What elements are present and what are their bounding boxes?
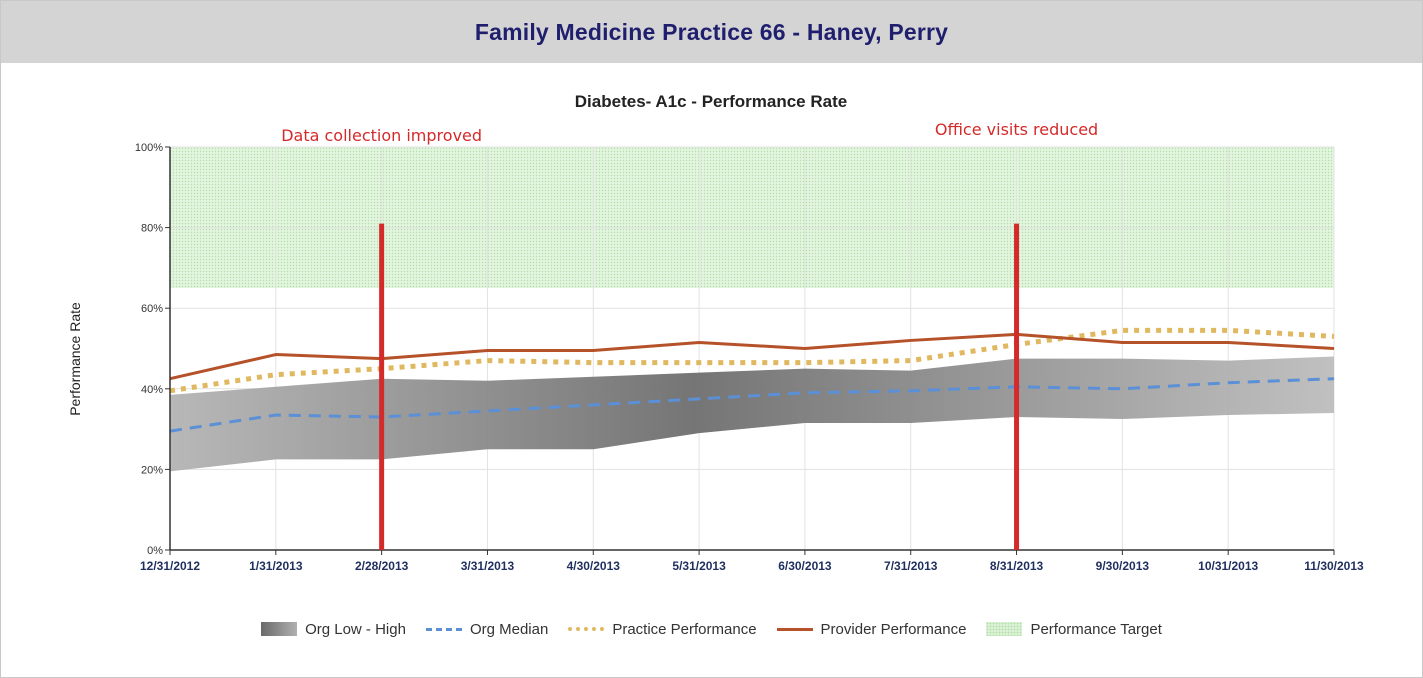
page-title: Family Medicine Practice 66 - Haney, Per… — [474, 18, 949, 45]
report-header: Family Medicine Practice 66 - Haney, Per… — [1, 1, 1422, 63]
legend-item-range: Org Low - High — [261, 621, 406, 638]
x-tick-label: 2/28/2013 — [355, 559, 409, 573]
legend-range-swatch — [261, 622, 298, 636]
org-low-high-band — [170, 356, 1334, 472]
performance-target-area — [170, 147, 1334, 289]
x-tick-label: 12/31/2012 — [140, 559, 200, 573]
y-tick-label: 80% — [141, 223, 163, 235]
x-tick-label: 10/31/2013 — [1198, 559, 1258, 573]
y-tick-label: 60% — [141, 303, 163, 315]
series-line-org-median — [169, 377, 1335, 433]
x-tick-label: 5/31/2013 — [672, 559, 726, 573]
annotation-label: Data collection improved — [281, 126, 482, 145]
x-tick-label: 9/30/2013 — [1096, 559, 1150, 573]
x-tick-label: 4/30/2013 — [567, 559, 621, 573]
legend-provider-swatch — [776, 627, 813, 631]
y-tick-label: 100% — [135, 142, 163, 154]
x-tick-label: 8/31/2013 — [990, 559, 1044, 573]
x-tick-label: 6/30/2013 — [778, 559, 832, 573]
x-tick-label: 7/31/2013 — [884, 559, 938, 573]
annotation-label: Office visits reduced — [935, 120, 1098, 139]
y-tick-label: 40% — [141, 384, 163, 396]
legend-practice-label: Practice Performance — [612, 620, 757, 638]
legend-item-provider: Provider Performance — [776, 620, 967, 638]
legend-median-swatch — [425, 627, 462, 631]
chart-legend: Org Low - High Org Median Practice Perfo… — [1, 615, 1422, 643]
x-tick-label: 1/31/2013 — [249, 559, 303, 573]
legend-item-practice: Practice Performance — [568, 620, 757, 638]
legend-target-swatch — [986, 622, 1023, 636]
y-axis-label: Performance Rate — [67, 302, 83, 416]
legend-item-target: Performance Target — [986, 620, 1162, 638]
performance-chart: Diabetes- A1c - Performance Rate Perform… — [67, 92, 1364, 573]
series-line-provider-performance — [169, 332, 1335, 381]
legend-practice-swatch — [568, 627, 605, 631]
x-tick-label: 11/30/2013 — [1304, 559, 1364, 573]
legend-median-label: Org Median — [469, 620, 549, 638]
y-tick-label: 20% — [141, 464, 163, 476]
legend-target-label: Performance Target — [1030, 620, 1162, 638]
y-tick-label: 0% — [147, 545, 163, 557]
series-line-practice-performance — [169, 327, 1335, 394]
legend-provider-label: Provider Performance — [820, 620, 967, 638]
legend-item-median: Org Median — [425, 620, 549, 638]
x-tick-label: 3/31/2013 — [461, 559, 515, 573]
chart-title: Diabetes- A1c - Performance Rate — [575, 92, 847, 111]
legend-range-label: Org Low - High — [305, 620, 406, 638]
